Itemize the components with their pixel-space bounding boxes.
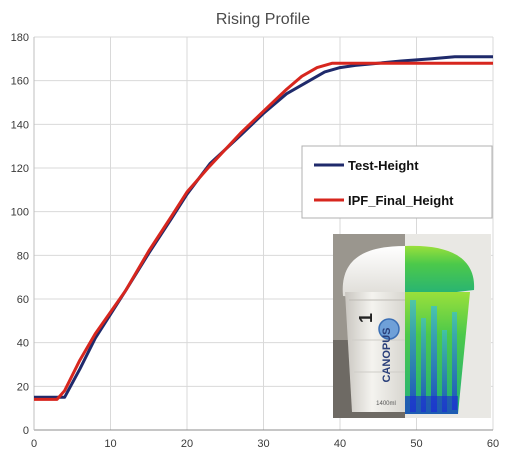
tick-labels: 0 20 40 60 80 100 120 140 160 180 0 10 20 30 40 50 60	[11, 32, 499, 450]
foam-cup-inset-image: 1 CANOPUS 1400ml	[333, 234, 491, 418]
legend: Test-Height IPF_Final_Height	[301, 145, 493, 219]
y-tick-label: 120	[11, 163, 29, 175]
series-line-test-height	[34, 55, 493, 399]
series-line-ipf-final-height	[34, 61, 493, 401]
x-tick-label: 60	[487, 438, 499, 450]
legend-box	[301, 145, 493, 219]
y-tick-label: 160	[11, 76, 29, 88]
x-tick-label: 50	[410, 438, 422, 450]
y-tick-label: 40	[17, 338, 29, 350]
x-tick-label: 10	[104, 438, 116, 450]
y-tick-label: 0	[23, 425, 29, 437]
cup-volume-marking: 1400ml	[376, 401, 396, 407]
y-tick-label: 180	[11, 32, 29, 44]
x-tick-label: 30	[257, 438, 269, 450]
chart-title: Rising Profile	[216, 11, 310, 28]
y-tick-label: 80	[17, 250, 29, 262]
y-tick-label: 60	[17, 294, 29, 306]
x-tick-label: 40	[334, 438, 346, 450]
simulation-foam-top	[405, 245, 475, 298]
simulation-density-streaks	[405, 300, 458, 414]
foam-dome-photo	[342, 246, 405, 300]
legend-label-ipf-final-height: IPF_Final_Height	[348, 193, 454, 208]
y-tick-label: 100	[11, 207, 29, 219]
x-tick-label: 20	[181, 438, 193, 450]
series-lines	[34, 55, 493, 401]
cup-photo	[345, 292, 405, 412]
x-tick-label: 0	[31, 438, 37, 450]
y-tick-label: 20	[17, 381, 29, 393]
canopus-seal	[378, 318, 400, 340]
y-tick-label: 140	[11, 119, 29, 131]
cup-brand-marking: CANOPUS	[381, 327, 393, 382]
axes	[33, 37, 493, 431]
cup-number-marking: 1	[356, 313, 376, 323]
legend-label-test-height: Test-Height	[348, 158, 419, 173]
